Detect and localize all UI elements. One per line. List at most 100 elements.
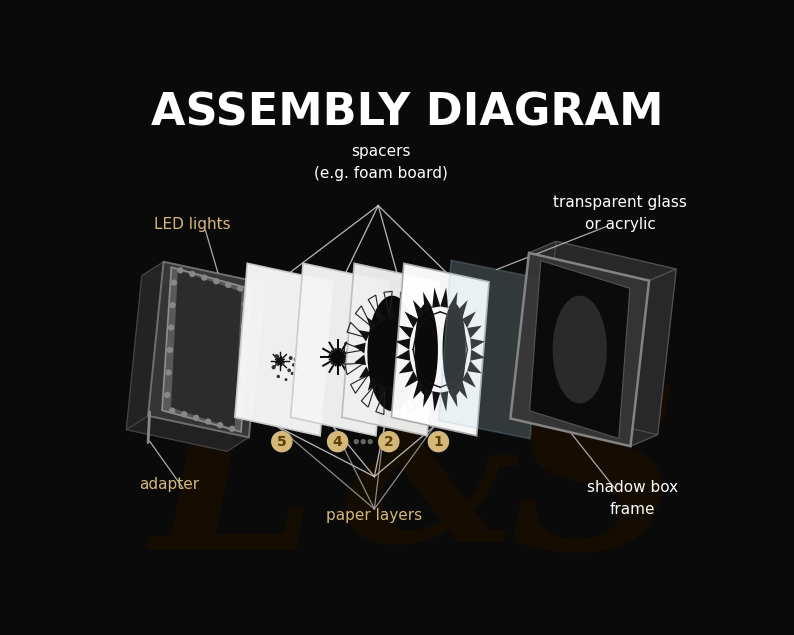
Circle shape [170, 303, 175, 307]
Polygon shape [467, 326, 482, 338]
Circle shape [276, 355, 279, 358]
Polygon shape [630, 269, 676, 446]
Circle shape [328, 432, 348, 451]
Circle shape [239, 369, 244, 374]
Polygon shape [368, 296, 417, 411]
Text: transparent glass
or acrylic: transparent glass or acrylic [553, 195, 687, 232]
Polygon shape [354, 343, 366, 354]
Polygon shape [413, 300, 425, 319]
Polygon shape [399, 326, 414, 338]
Polygon shape [354, 354, 366, 365]
Circle shape [293, 364, 295, 366]
Circle shape [277, 375, 279, 377]
Circle shape [361, 439, 365, 444]
Circle shape [170, 408, 175, 413]
Polygon shape [391, 264, 489, 436]
Polygon shape [126, 416, 249, 451]
Polygon shape [553, 296, 607, 403]
Polygon shape [511, 407, 657, 446]
Polygon shape [227, 283, 264, 451]
Polygon shape [467, 361, 482, 373]
Text: 4: 4 [333, 434, 342, 449]
Text: L: L [152, 370, 318, 599]
Polygon shape [470, 349, 485, 361]
Polygon shape [235, 264, 333, 436]
Circle shape [178, 268, 183, 273]
Circle shape [236, 414, 241, 419]
Polygon shape [367, 317, 377, 331]
Polygon shape [126, 262, 164, 430]
Circle shape [237, 392, 242, 396]
Circle shape [240, 347, 245, 352]
Polygon shape [418, 342, 430, 352]
Text: paper layers: paper layers [326, 507, 422, 523]
Circle shape [272, 366, 275, 369]
Polygon shape [414, 329, 426, 340]
Polygon shape [397, 308, 405, 323]
Text: ASSEMBLY DIAGRAM: ASSEMBLY DIAGRAM [151, 91, 663, 135]
Polygon shape [399, 361, 414, 373]
Circle shape [243, 302, 248, 307]
Polygon shape [378, 309, 387, 323]
Circle shape [168, 325, 174, 330]
Circle shape [214, 279, 218, 284]
Circle shape [379, 432, 399, 451]
Polygon shape [142, 262, 264, 297]
Circle shape [354, 439, 358, 444]
Circle shape [168, 347, 172, 352]
Polygon shape [462, 371, 476, 387]
Polygon shape [171, 270, 241, 429]
Polygon shape [395, 349, 410, 361]
Polygon shape [423, 292, 432, 312]
Text: 2: 2 [384, 434, 394, 449]
Polygon shape [418, 354, 430, 364]
Circle shape [241, 324, 246, 329]
Circle shape [428, 432, 449, 451]
Circle shape [206, 419, 210, 424]
Polygon shape [449, 292, 457, 312]
Polygon shape [379, 384, 387, 399]
Circle shape [291, 373, 293, 374]
Polygon shape [456, 300, 468, 319]
Circle shape [190, 272, 195, 276]
Text: 5: 5 [277, 434, 287, 449]
Circle shape [218, 423, 222, 427]
Text: spacers
(e.g. foam board): spacers (e.g. foam board) [314, 144, 448, 181]
Polygon shape [405, 312, 418, 328]
Polygon shape [387, 305, 396, 319]
Polygon shape [407, 316, 417, 330]
Polygon shape [423, 387, 432, 407]
Polygon shape [456, 380, 468, 399]
Circle shape [288, 369, 291, 371]
Polygon shape [462, 312, 476, 328]
Polygon shape [529, 241, 676, 281]
Circle shape [229, 426, 234, 431]
Circle shape [202, 275, 206, 280]
Text: shadow box
frame: shadow box frame [587, 479, 678, 517]
Polygon shape [148, 262, 264, 438]
Polygon shape [440, 391, 449, 411]
Polygon shape [405, 371, 418, 387]
Polygon shape [449, 387, 457, 407]
Text: adapter: adapter [139, 477, 199, 491]
Circle shape [172, 280, 176, 285]
Polygon shape [442, 304, 466, 396]
Text: 1: 1 [434, 434, 443, 449]
Polygon shape [530, 260, 630, 439]
Polygon shape [395, 338, 410, 349]
Circle shape [165, 392, 170, 398]
Circle shape [368, 439, 372, 444]
Polygon shape [414, 304, 438, 396]
Polygon shape [359, 366, 371, 378]
Circle shape [166, 370, 171, 375]
Circle shape [358, 357, 361, 361]
Text: S: S [510, 370, 680, 599]
Circle shape [360, 357, 364, 361]
Polygon shape [126, 276, 243, 451]
Circle shape [333, 352, 343, 363]
Polygon shape [358, 330, 370, 342]
Circle shape [194, 415, 198, 420]
Polygon shape [511, 241, 556, 418]
Circle shape [272, 432, 292, 451]
Circle shape [182, 412, 187, 417]
